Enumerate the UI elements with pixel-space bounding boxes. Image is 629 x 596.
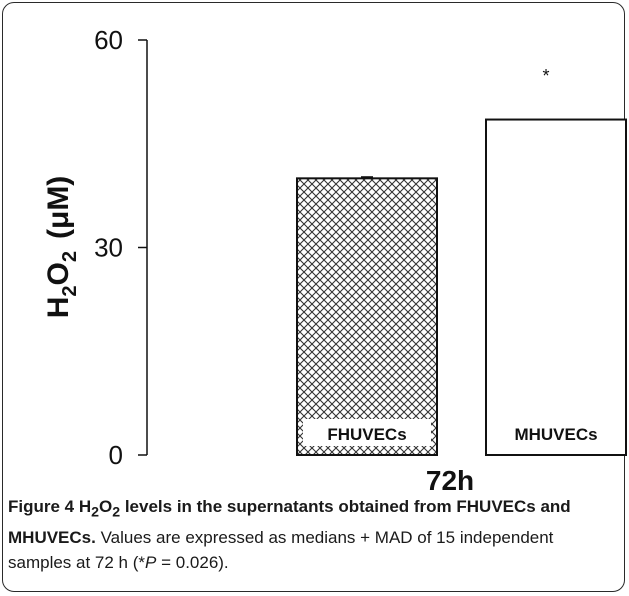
y-label-unit: (μM) xyxy=(42,176,75,239)
x-axis-label: 72h xyxy=(426,465,474,496)
bars: FHUVECs MHUVECs xyxy=(296,118,627,457)
y-tick-label: 30 xyxy=(94,233,123,263)
caption-body-b: = 0.026). xyxy=(156,553,229,573)
y-tick-label: 0 xyxy=(109,440,123,470)
y-axis-label: H2O2(μM) xyxy=(42,176,81,319)
bar-mhuvecs xyxy=(485,118,627,457)
bar-fhuvecs xyxy=(296,177,438,456)
caption-p-symbol: P xyxy=(145,553,157,573)
y-label-o: O xyxy=(42,262,75,285)
bar-label-fhuvecs: FHUVECs xyxy=(327,425,406,444)
caption-title-rest: levels in the supernatants obtained from… xyxy=(8,497,571,548)
caption-body-a: Values are expressed as medians + MAD of… xyxy=(8,528,554,573)
caption-sub1: 2 xyxy=(91,504,99,521)
y-tick-label: 60 xyxy=(94,25,123,55)
caption-prefix: Figure 4 H xyxy=(8,497,92,516)
y-label-sub2: 2 xyxy=(59,251,81,262)
y-label-h: H xyxy=(42,297,75,319)
y-label-sub1: 2 xyxy=(59,286,81,297)
bar-label-mhuvecs: MHUVECs xyxy=(514,425,597,444)
annotation-asterisk: * xyxy=(542,66,549,86)
caption-title: Figure 4 H2O2 levels in the supernatants… xyxy=(8,497,571,547)
bar-label-background xyxy=(303,419,431,446)
caption-o: O xyxy=(99,497,113,516)
y-ticks: 0 30 60 xyxy=(94,25,147,470)
figure-caption: Figure 4 H2O2 levels in the supernatants… xyxy=(8,494,614,575)
caption-sub2: 2 xyxy=(112,504,121,521)
